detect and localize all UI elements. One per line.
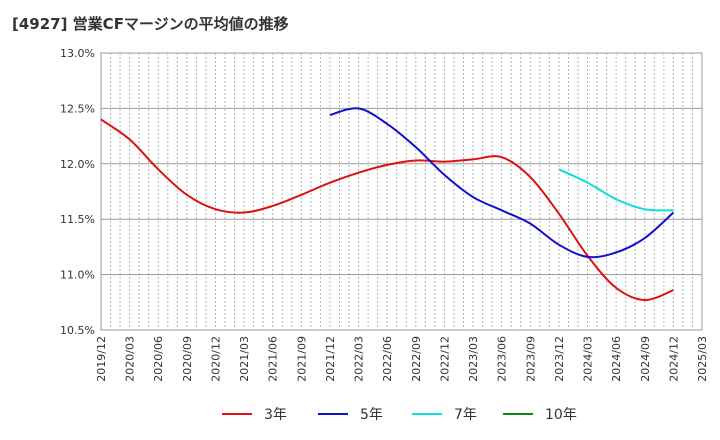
x-tick-label: 2023/06 [496, 336, 509, 382]
legend-label: 3年 [264, 407, 287, 423]
x-tick-label: 2023/09 [524, 336, 537, 382]
y-tick-label: 13.0% [60, 47, 95, 60]
x-tick-label: 2024/06 [610, 336, 623, 382]
x-tick-label: 2022/09 [410, 336, 423, 382]
series-line-1 [100, 118, 674, 302]
series-line-3 [558, 168, 674, 212]
y-tick-label: 12.0% [60, 158, 95, 171]
x-tick-label: 2023/12 [553, 336, 566, 382]
x-tick-label: 2023/03 [467, 336, 480, 382]
legend-label: 10年 [545, 407, 577, 423]
x-tick-label: 2022/12 [438, 336, 451, 382]
x-tick-label: 2025/03 [696, 336, 709, 382]
x-tick-label: 2024/03 [582, 336, 595, 382]
plot-area [100, 52, 703, 331]
x-tick-label: 2020/09 [181, 336, 194, 382]
chart-title: [4927] 営業CFマージンの平均値の推移 [12, 15, 289, 33]
x-tick-label: 2020/03 [124, 336, 137, 382]
x-tick-label: 2019/12 [95, 336, 108, 382]
x-tick-label: 2020/06 [152, 336, 165, 382]
series-line-2 [329, 107, 675, 259]
x-tick-label: 2020/12 [209, 336, 222, 382]
x-tick-label: 2022/06 [381, 336, 394, 382]
x-tick-label: 2021/12 [324, 336, 337, 382]
x-tick-label: 2024/09 [639, 336, 652, 382]
x-tick-label: 2021/06 [267, 336, 280, 382]
legend-label: 7年 [454, 407, 477, 423]
legend-label: 5年 [360, 407, 383, 423]
x-tick-label: 2024/12 [667, 336, 680, 382]
y-tick-label: 11.0% [60, 269, 95, 282]
x-tick-label: 2021/09 [295, 336, 308, 382]
y-tick-label: 11.5% [60, 213, 95, 226]
x-tick-label: 2021/03 [238, 336, 251, 382]
y-tick-label: 12.5% [60, 102, 95, 115]
y-tick-label: 10.5% [60, 324, 95, 337]
x-tick-label: 2022/03 [353, 336, 366, 382]
